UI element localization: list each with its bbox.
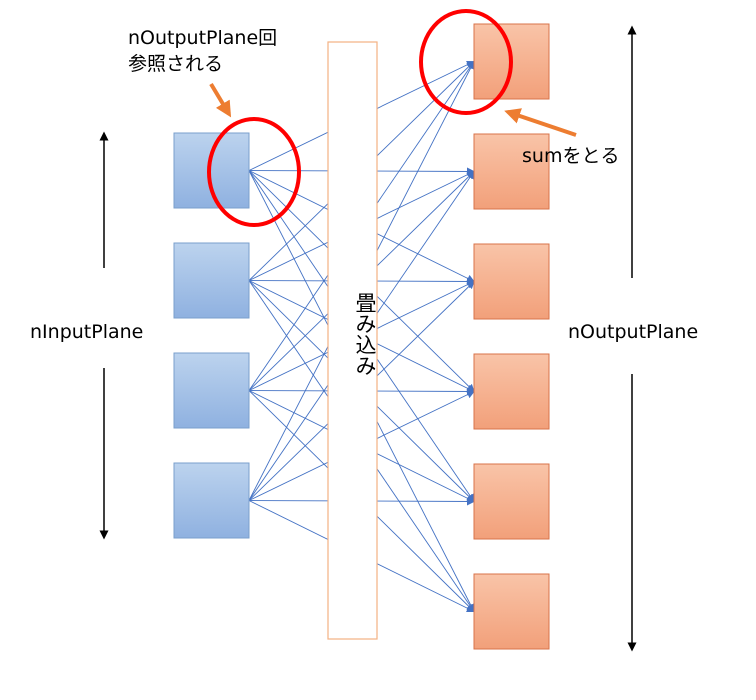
- output-plane-box: [473, 463, 550, 540]
- input-plane-box: [173, 242, 250, 319]
- input-plane-box: [173, 352, 250, 429]
- input-highlight-circle: [207, 117, 301, 227]
- refs-annotation-line1: nOutputPlane回: [128, 27, 278, 49]
- n-input-plane-label: nInputPlane: [30, 321, 144, 343]
- sum-annotation-arrow: [504, 108, 577, 137]
- refs-annotation-line2: 参照される: [128, 53, 224, 75]
- sum-annotation: sumをとる: [522, 145, 620, 167]
- input-plane-box: [173, 462, 250, 539]
- refs-annotation-arrow: [209, 82, 232, 118]
- convolution-label: 畳み込み: [353, 292, 377, 376]
- output-plane-box: [473, 243, 550, 320]
- output-highlight-circle: [419, 9, 513, 115]
- output-plane-box: [473, 573, 550, 650]
- input-plane-box: [173, 132, 250, 209]
- output-plane-box: [473, 353, 550, 430]
- convolution-bar: [327, 41, 378, 640]
- output-planes: [473, 23, 550, 650]
- output-plane-box: [473, 133, 550, 210]
- n-output-plane-label: nOutputPlane: [568, 321, 699, 343]
